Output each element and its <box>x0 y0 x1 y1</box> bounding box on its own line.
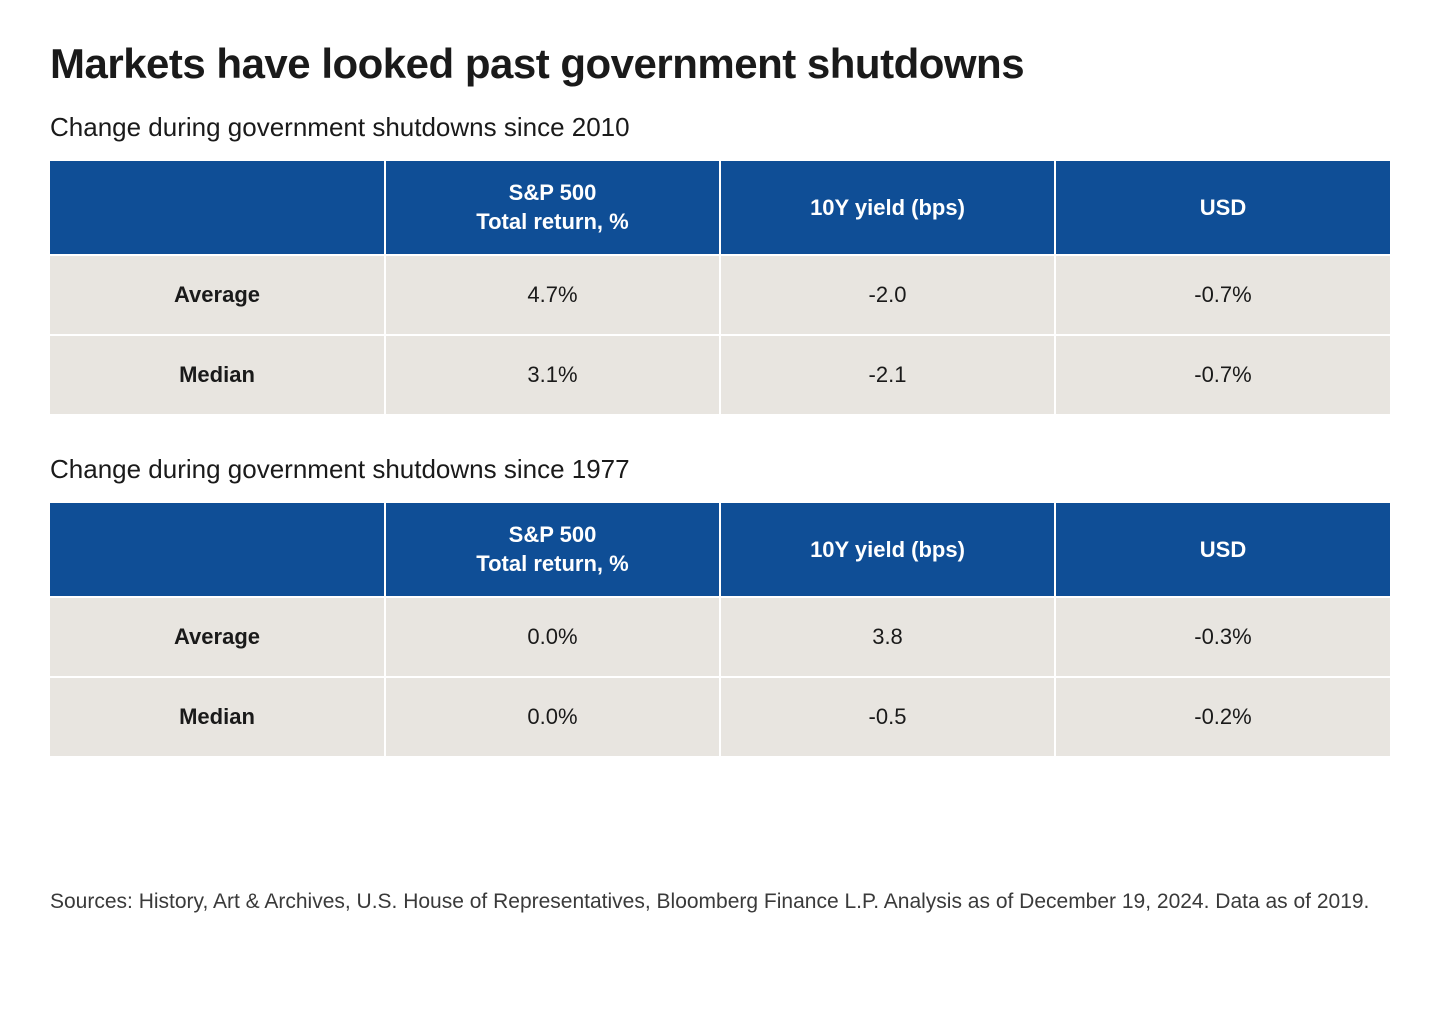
table1-subtitle: Change during government shutdowns since… <box>50 112 1390 143</box>
table1-avg-yield: -2.0 <box>720 255 1055 335</box>
table2-avg-yield: 3.8 <box>720 597 1055 677</box>
table1-h1-l2: Total return, % <box>396 208 709 237</box>
table1-header-sp500: S&P 500 Total return, % <box>385 161 720 255</box>
table2-container: Change during government shutdowns since… <box>50 454 1390 756</box>
table1-row-median: Median 3.1% -2.1 -0.7% <box>50 335 1390 414</box>
table2-avg-sp500: 0.0% <box>385 597 720 677</box>
table1-row-average: Average 4.7% -2.0 -0.7% <box>50 255 1390 335</box>
table1-med-label: Median <box>50 335 385 414</box>
table1-h1-l1: S&P 500 <box>396 179 709 208</box>
table1-header-yield: 10Y yield (bps) <box>720 161 1055 255</box>
table1-med-usd: -0.7% <box>1055 335 1390 414</box>
table2-med-usd: -0.2% <box>1055 677 1390 756</box>
table2-header-sp500: S&P 500 Total return, % <box>385 503 720 597</box>
table2-header-usd: USD <box>1055 503 1390 597</box>
table1-med-yield: -2.1 <box>720 335 1055 414</box>
table2-h1-l2: Total return, % <box>396 550 709 579</box>
table2-header-empty <box>50 503 385 597</box>
table2-med-label: Median <box>50 677 385 756</box>
table2-header-row: S&P 500 Total return, % 10Y yield (bps) … <box>50 503 1390 597</box>
table1-header-empty <box>50 161 385 255</box>
table1-container: Change during government shutdowns since… <box>50 112 1390 414</box>
table1-header-usd: USD <box>1055 161 1390 255</box>
table2-subtitle: Change during government shutdowns since… <box>50 454 1390 485</box>
table2-h1-l1: S&P 500 <box>396 521 709 550</box>
table2: S&P 500 Total return, % 10Y yield (bps) … <box>50 503 1390 756</box>
table1-med-sp500: 3.1% <box>385 335 720 414</box>
table2-header-yield: 10Y yield (bps) <box>720 503 1055 597</box>
table2-avg-label: Average <box>50 597 385 677</box>
table2-row-median: Median 0.0% -0.5 -0.2% <box>50 677 1390 756</box>
table2-med-sp500: 0.0% <box>385 677 720 756</box>
table1: S&P 500 Total return, % 10Y yield (bps) … <box>50 161 1390 414</box>
table1-avg-sp500: 4.7% <box>385 255 720 335</box>
table2-med-yield: -0.5 <box>720 677 1055 756</box>
table2-row-average: Average 0.0% 3.8 -0.3% <box>50 597 1390 677</box>
table2-avg-usd: -0.3% <box>1055 597 1390 677</box>
table1-header-row: S&P 500 Total return, % 10Y yield (bps) … <box>50 161 1390 255</box>
table1-avg-label: Average <box>50 255 385 335</box>
sources-text: Sources: History, Art & Archives, U.S. H… <box>50 886 1390 918</box>
table1-avg-usd: -0.7% <box>1055 255 1390 335</box>
page-title: Markets have looked past government shut… <box>50 40 1390 88</box>
